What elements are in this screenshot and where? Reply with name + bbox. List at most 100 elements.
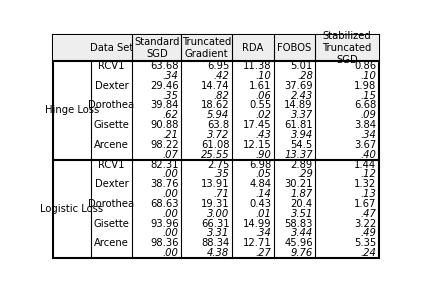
Text: Gisette: Gisette: [93, 120, 130, 130]
Text: 3.84: 3.84: [354, 120, 376, 130]
Text: .34: .34: [255, 229, 271, 238]
Text: 19.31: 19.31: [201, 199, 229, 209]
Text: .21: .21: [163, 130, 179, 140]
Text: 63.8: 63.8: [207, 120, 229, 130]
Text: .14: .14: [255, 189, 271, 199]
Text: Stabilized
Truncated
SGD: Stabilized Truncated SGD: [322, 31, 372, 65]
Text: 1.61: 1.61: [249, 81, 271, 91]
Text: Dorothea: Dorothea: [88, 199, 135, 209]
Text: Dexter: Dexter: [95, 81, 128, 91]
Text: Arcene: Arcene: [94, 140, 129, 150]
Text: 1.87: 1.87: [290, 189, 313, 199]
Text: 1.44: 1.44: [354, 160, 376, 170]
Text: 3.72: 3.72: [207, 130, 229, 140]
Text: 39.84: 39.84: [150, 100, 179, 110]
Text: Logistic Loss: Logistic Loss: [40, 204, 103, 214]
Text: .82: .82: [213, 90, 229, 101]
Text: 2.89: 2.89: [290, 160, 313, 170]
Text: 3.51: 3.51: [290, 209, 313, 219]
Text: 14.74: 14.74: [201, 81, 229, 91]
Text: .28: .28: [297, 71, 313, 81]
Text: .10: .10: [255, 71, 271, 81]
Text: 38.76: 38.76: [150, 179, 179, 189]
Text: Data Set: Data Set: [90, 43, 133, 53]
Text: RDA: RDA: [242, 43, 264, 53]
Text: 90.88: 90.88: [150, 120, 179, 130]
Text: 61.08: 61.08: [201, 140, 229, 150]
Text: Hinge Loss: Hinge Loss: [45, 105, 99, 115]
Text: .10: .10: [360, 71, 376, 81]
Text: Gisette: Gisette: [93, 219, 130, 229]
Text: 6.95: 6.95: [207, 61, 229, 71]
Text: .02: .02: [255, 110, 271, 120]
Text: FOBOS: FOBOS: [277, 43, 312, 53]
Text: .13: .13: [360, 189, 376, 199]
Text: 3.67: 3.67: [354, 140, 376, 150]
Text: .00: .00: [163, 209, 179, 219]
Text: 4.38: 4.38: [207, 248, 229, 258]
Text: 6.68: 6.68: [354, 100, 376, 110]
Text: .00: .00: [163, 169, 179, 180]
Text: RCV1: RCV1: [98, 160, 125, 170]
Text: 98.22: 98.22: [150, 140, 179, 150]
Text: .43: .43: [255, 130, 271, 140]
Text: 1.32: 1.32: [354, 179, 376, 189]
Text: .15: .15: [360, 90, 376, 101]
Text: 14.99: 14.99: [242, 219, 271, 229]
Text: 1.98: 1.98: [354, 81, 376, 91]
Text: 66.31: 66.31: [201, 219, 229, 229]
Text: 3.00: 3.00: [207, 209, 229, 219]
Text: .00: .00: [163, 229, 179, 238]
Text: RCV1: RCV1: [98, 61, 125, 71]
Text: .62: .62: [163, 110, 179, 120]
Text: .47: .47: [360, 209, 376, 219]
Text: 5.35: 5.35: [354, 238, 376, 248]
Text: 3.44: 3.44: [290, 229, 313, 238]
Text: .40: .40: [360, 150, 376, 160]
Text: 98.36: 98.36: [150, 238, 179, 248]
Text: 5.01: 5.01: [290, 61, 313, 71]
Text: 3.22: 3.22: [354, 219, 376, 229]
Text: 63.68: 63.68: [150, 61, 179, 71]
Text: 54.5: 54.5: [290, 140, 313, 150]
Text: .34: .34: [360, 130, 376, 140]
Text: 0.86: 0.86: [354, 61, 376, 71]
Text: .00: .00: [163, 248, 179, 258]
Text: 14.89: 14.89: [284, 100, 313, 110]
Text: 1.67: 1.67: [354, 199, 376, 209]
Text: .49: .49: [360, 229, 376, 238]
Text: 18.62: 18.62: [201, 100, 229, 110]
Text: Dorothea: Dorothea: [88, 100, 135, 110]
Text: .35: .35: [163, 90, 179, 101]
Text: 6.98: 6.98: [249, 160, 271, 170]
Text: 93.96: 93.96: [150, 219, 179, 229]
Text: 5.94: 5.94: [207, 110, 229, 120]
Text: Standard
SGD: Standard SGD: [134, 37, 180, 59]
Text: .34: .34: [163, 71, 179, 81]
Text: 3.31: 3.31: [207, 229, 229, 238]
Text: .71: .71: [213, 189, 229, 199]
Text: 0.55: 0.55: [249, 100, 271, 110]
Text: 37.69: 37.69: [284, 81, 313, 91]
Text: 88.34: 88.34: [201, 238, 229, 248]
Text: .00: .00: [163, 189, 179, 199]
Text: .12: .12: [360, 169, 376, 180]
Text: 12.15: 12.15: [242, 140, 271, 150]
Text: .90: .90: [255, 150, 271, 160]
Text: 61.81: 61.81: [284, 120, 313, 130]
Text: 29.46: 29.46: [150, 81, 179, 91]
Text: 4.84: 4.84: [249, 179, 271, 189]
Text: 13.37: 13.37: [284, 150, 313, 160]
Text: 2.43: 2.43: [290, 90, 313, 101]
Text: 25.55: 25.55: [201, 150, 229, 160]
Text: 3.94: 3.94: [290, 130, 313, 140]
Text: 68.63: 68.63: [150, 199, 179, 209]
Text: 9.76: 9.76: [290, 248, 313, 258]
Text: .27: .27: [255, 248, 271, 258]
Text: 0.43: 0.43: [249, 199, 271, 209]
Text: 30.21: 30.21: [284, 179, 313, 189]
Text: .35: .35: [213, 169, 229, 180]
Text: Arcene: Arcene: [94, 238, 129, 248]
Text: .01: .01: [255, 209, 271, 219]
Text: .09: .09: [360, 110, 376, 120]
